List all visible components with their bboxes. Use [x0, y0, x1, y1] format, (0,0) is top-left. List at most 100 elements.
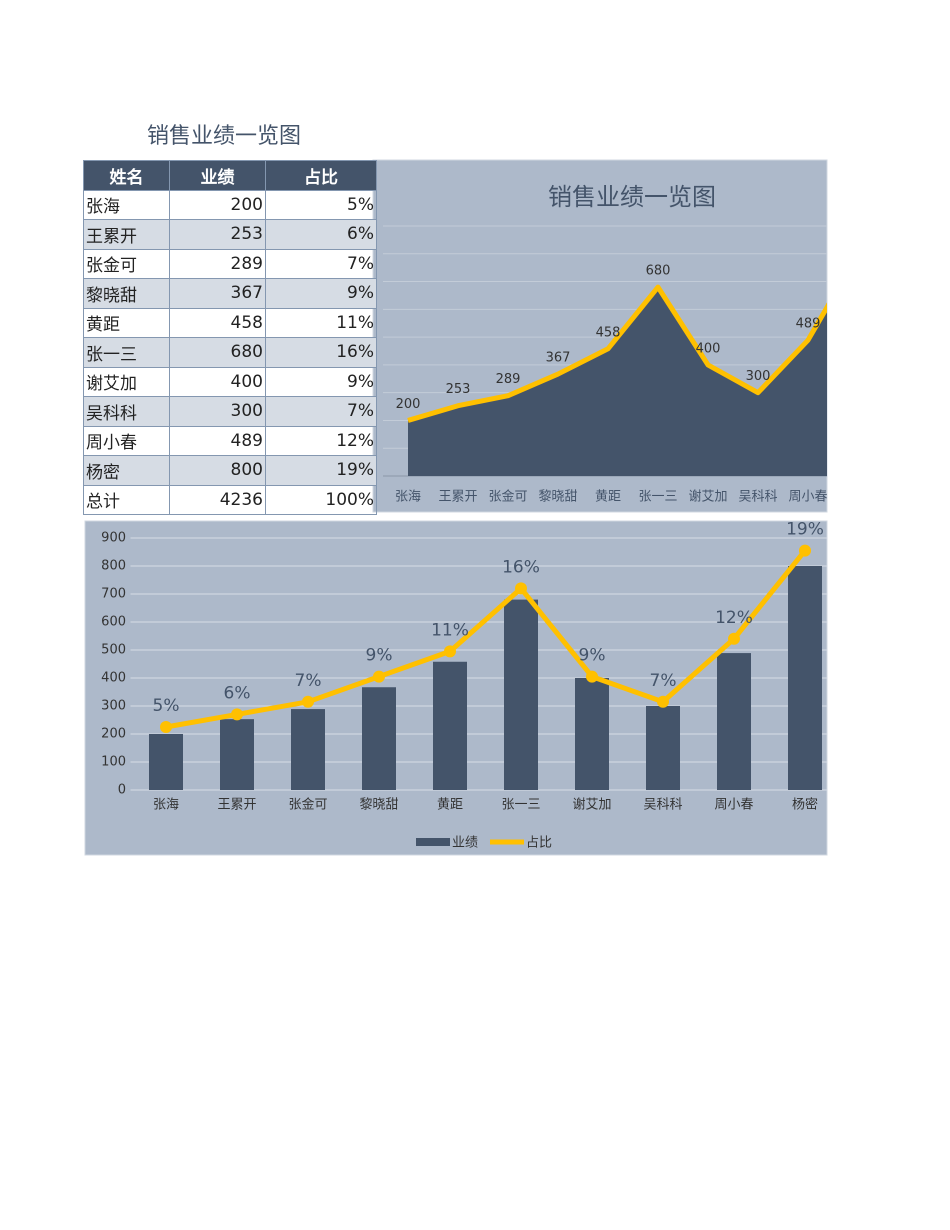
- cell: 王累开: [83, 219, 170, 250]
- cell: 253: [169, 219, 266, 250]
- y-tick-label: 600: [101, 615, 126, 630]
- x-tick-label: 黄距: [437, 798, 463, 813]
- x-tick-label: 张海: [395, 490, 421, 505]
- bar: [646, 706, 680, 790]
- data-label: 289: [496, 372, 521, 387]
- data-label: 680: [646, 264, 671, 279]
- x-tick-label: 张金可: [288, 797, 327, 813]
- marker: [444, 645, 456, 658]
- bar: [504, 599, 538, 790]
- y-tick-label: 100: [101, 755, 126, 770]
- y-tick-label: 500: [101, 643, 126, 658]
- x-tick-label: 黎晓甜: [359, 797, 398, 813]
- y-tick-label: 800: [101, 559, 126, 574]
- x-tick-label: 黄距: [595, 490, 621, 505]
- x-tick-label: 杨密: [792, 797, 818, 813]
- marker: [231, 708, 243, 721]
- data-label: 9%: [579, 646, 606, 666]
- data-label: 458: [596, 325, 621, 340]
- x-tick-label: 张一三: [501, 798, 540, 813]
- data-label: 300: [746, 369, 771, 384]
- x-tick-label: 吴科科: [643, 798, 682, 813]
- cell: 367: [169, 278, 266, 309]
- data-label: 12%: [715, 608, 753, 628]
- bar: [362, 687, 396, 790]
- y-tick-label: 400: [101, 671, 126, 686]
- x-tick-label: 黎晓甜: [538, 489, 577, 505]
- cell: 4236: [169, 484, 266, 515]
- bar: [291, 709, 325, 790]
- x-tick-label: 周小春: [788, 490, 827, 505]
- data-label: 200: [396, 397, 421, 412]
- sales-table: 姓名 业绩 占比 张海 200 5% 王累开 253 6% 张金可 289 7% 黎晓甜 367 9% 黄距 4…: [83, 160, 377, 515]
- data-label: 19%: [786, 520, 824, 540]
- data-label: 400: [696, 341, 721, 356]
- data-label: 11%: [431, 620, 469, 640]
- cell: 周小春: [83, 425, 170, 456]
- legend-label: 占比: [526, 836, 552, 851]
- cell: 总计: [83, 484, 170, 515]
- bar: [788, 566, 822, 790]
- header-cell: 占比: [265, 160, 377, 191]
- cell: 800: [169, 455, 266, 486]
- cell: 张金可: [83, 248, 170, 279]
- bar: [575, 678, 609, 790]
- cell: 680: [169, 337, 266, 368]
- data-label: 489: [796, 317, 821, 332]
- x-tick-label: 谢艾加: [688, 489, 727, 505]
- cell: 489: [169, 425, 266, 456]
- header-cell: 姓名: [83, 160, 170, 191]
- chart-title: 销售业绩一览图: [548, 183, 716, 211]
- y-tick-label: 200: [101, 727, 126, 742]
- cell: 458: [169, 307, 266, 338]
- y-tick-label: 0: [118, 783, 126, 798]
- cell: 12%: [265, 425, 377, 456]
- line: [407, 284, 827, 423]
- bar: [717, 653, 751, 790]
- chart-2: 0 100 200 300 400 500 600 700 800 900 张海 王累开 张金可 黎晓甜 黄…: [101, 520, 827, 851]
- bar: [433, 661, 467, 790]
- line: [165, 549, 807, 730]
- marker: [586, 670, 598, 683]
- marker: [160, 721, 172, 733]
- marker: [657, 695, 669, 708]
- data-label: 800: [846, 230, 871, 245]
- data-label: 7%: [295, 671, 322, 691]
- cell: 400: [169, 366, 266, 397]
- cell: 张海: [83, 189, 170, 220]
- x-tick-label: 周小春: [714, 798, 753, 813]
- marker: [302, 695, 314, 708]
- marker: [373, 670, 385, 683]
- data-label: 16%: [502, 557, 540, 577]
- cell: 张一三: [83, 337, 170, 368]
- data-label: 9%: [366, 646, 393, 666]
- bar: [220, 719, 254, 790]
- data-label: 5%: [153, 696, 180, 716]
- cell: 16%: [265, 337, 377, 368]
- cell: 谢艾加: [83, 366, 170, 397]
- data-label: 6%: [224, 683, 251, 703]
- cell: 杨密: [83, 455, 170, 486]
- marker: [799, 544, 811, 557]
- x-tick-label: 王累开: [217, 798, 256, 813]
- cell: 5%: [265, 189, 377, 220]
- x-tick-label: 吴科科: [738, 490, 777, 505]
- x-tick-label: 张海: [153, 798, 179, 813]
- cell: 7%: [265, 396, 377, 427]
- cell: 9%: [265, 278, 377, 309]
- marker: [515, 582, 527, 595]
- cell: 11%: [265, 307, 377, 338]
- chart-1: 销售业绩一览图 200 张海 253 王累开 289 张金可 367 黎晓甜 458 黄距 680 张一…: [383, 183, 871, 505]
- cell: 7%: [265, 248, 377, 279]
- x-tick-label: 张金可: [488, 489, 527, 505]
- x-tick-label: 谢艾加: [572, 797, 611, 813]
- bar: [149, 734, 183, 790]
- data-label: 253: [446, 382, 471, 397]
- x-tick-label: 王累开: [438, 490, 477, 505]
- cell: 289: [169, 248, 266, 279]
- data-label: 367: [546, 351, 571, 366]
- y-tick-label: 300: [101, 699, 126, 714]
- cell: 6%: [265, 219, 377, 250]
